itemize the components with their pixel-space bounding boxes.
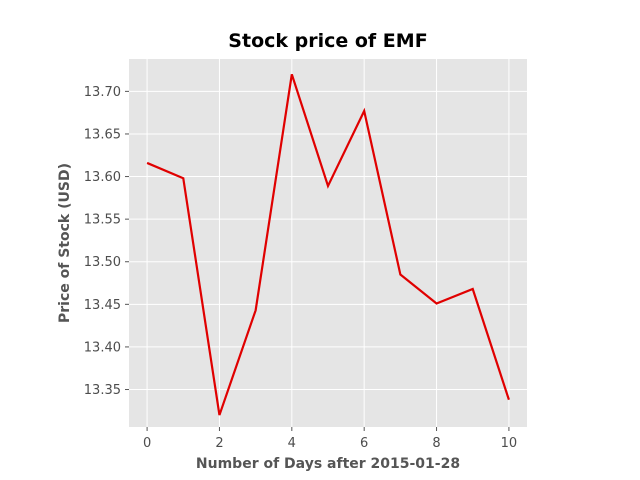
x-tick-label: 4 — [288, 436, 296, 451]
y-tick-label: 13.50 — [84, 255, 121, 270]
y-axis-label: Price of Stock (USD) — [57, 163, 73, 323]
y-tick-label: 13.70 — [84, 85, 121, 100]
plot-area — [129, 59, 527, 427]
y-tick-label: 13.35 — [84, 383, 121, 398]
x-tick-label: 2 — [215, 436, 223, 451]
x-tick-label: 8 — [432, 436, 440, 451]
x-tick-label: 6 — [360, 436, 368, 451]
y-tick-label: 13.45 — [84, 298, 121, 313]
x-tick-label: 0 — [143, 436, 151, 451]
x-axis-label: Number of Days after 2015-01-28 — [196, 456, 460, 472]
x-tick-label: 10 — [501, 436, 518, 451]
y-tick-label: 13.65 — [84, 127, 121, 142]
y-tick-label: 13.40 — [84, 340, 121, 355]
y-tick-label: 13.60 — [84, 170, 121, 185]
y-axis-ticks: 13.35 13.40 13.45 13.50 13.55 13.60 13.65 13.70 — [84, 85, 129, 398]
y-tick-label: 13.55 — [84, 213, 121, 228]
x-axis-ticks: 0 2 4 6 8 10 — [143, 427, 517, 451]
chart-title: Stock price of EMF — [228, 30, 427, 52]
